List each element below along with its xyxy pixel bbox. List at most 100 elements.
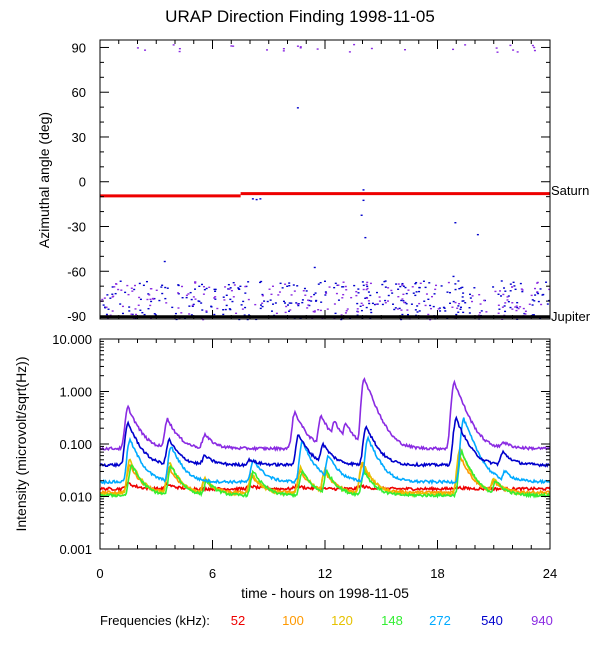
azimuth-point xyxy=(427,313,430,316)
azimuth-point xyxy=(536,282,539,284)
azimuth-point xyxy=(139,298,142,301)
azimuth-point xyxy=(395,283,398,285)
azimuth-point xyxy=(469,293,472,296)
azimuth-point xyxy=(227,283,230,286)
azimuth-point xyxy=(185,296,188,299)
azimuth-point xyxy=(229,287,232,289)
azimuth-point xyxy=(402,300,405,302)
azimuth-point xyxy=(288,310,291,312)
azimuth-point xyxy=(149,288,152,290)
azimuth-point xyxy=(138,282,141,285)
azimuth-point xyxy=(506,296,509,298)
azimuth-point xyxy=(302,290,305,292)
azimuth-point xyxy=(269,299,272,301)
azimuth-point xyxy=(270,293,273,296)
azimuth-point xyxy=(222,309,225,311)
azimuth-point xyxy=(406,313,409,316)
azimuth-point xyxy=(171,306,174,309)
azimuth-point xyxy=(434,288,437,291)
time-xtick-label: 24 xyxy=(543,566,557,581)
azimuth-point xyxy=(303,287,306,290)
azimuth-series xyxy=(100,43,551,321)
azimuth-point xyxy=(340,314,343,316)
azimuth-point xyxy=(362,304,365,306)
azimuth-point xyxy=(229,298,232,301)
azimuth-point xyxy=(365,306,368,309)
azimuth-point xyxy=(222,296,225,298)
azimuth-point xyxy=(225,294,228,296)
azimuth-point xyxy=(355,290,358,293)
azimuth-point xyxy=(346,308,349,310)
azimuth-point xyxy=(177,292,180,294)
azimuth-point xyxy=(503,305,506,307)
azimuth-point xyxy=(101,298,104,301)
azimuth-point xyxy=(284,302,287,304)
azimuth-point xyxy=(509,306,512,309)
azimuth-point xyxy=(263,300,266,302)
azimuth-point xyxy=(399,285,402,288)
azimuth-point xyxy=(324,291,327,293)
azimuth-point xyxy=(191,304,194,307)
azimuth-point xyxy=(401,284,404,286)
azimuth-point xyxy=(458,302,461,305)
azimuth-point xyxy=(130,287,133,289)
azimuth-point xyxy=(494,290,497,293)
azimuth-point xyxy=(500,280,503,282)
azimuth-point xyxy=(400,299,403,302)
azimuth-point xyxy=(274,302,277,304)
azimuth-point xyxy=(387,300,390,302)
azimuth-point xyxy=(232,45,235,47)
azimuth-point xyxy=(524,310,527,312)
azimuth-point xyxy=(373,303,376,306)
azimuth-point xyxy=(391,292,394,294)
azimuth-point xyxy=(177,293,180,295)
azimuth-point xyxy=(348,51,351,53)
azimuth-point xyxy=(231,300,234,303)
azimuth-point xyxy=(313,310,316,312)
azimuth-point xyxy=(464,44,467,46)
legend-item-100: 100 xyxy=(282,613,304,628)
azimuth-point xyxy=(266,300,269,303)
azimuth-point xyxy=(111,286,114,288)
azimuth-point xyxy=(244,306,247,309)
azimuth-point xyxy=(201,283,204,286)
azimuth-point xyxy=(515,309,518,312)
azimuth-point xyxy=(225,304,228,307)
azimuth-point xyxy=(345,289,348,291)
azimuth-point xyxy=(151,297,154,300)
azimuth-point xyxy=(107,308,110,310)
azimuth-point xyxy=(471,300,474,303)
azimuth-point xyxy=(495,47,498,49)
azimuth-point xyxy=(356,302,359,305)
azimuth-point xyxy=(532,314,535,316)
azimuth-point xyxy=(429,304,432,307)
azimuth-point xyxy=(404,49,407,51)
azimuth-point xyxy=(240,304,243,306)
azimuth-ytick-label: -90 xyxy=(67,309,86,324)
azimuth-point xyxy=(435,284,438,287)
azimuth-point xyxy=(418,310,421,312)
chart-title: URAP Direction Finding 1998-11-05 xyxy=(165,7,435,26)
azimuth-point xyxy=(454,301,457,304)
azimuth-point xyxy=(415,291,418,293)
azimuth-point xyxy=(370,47,373,50)
azimuth-point xyxy=(499,290,502,292)
azimuth-point xyxy=(314,292,317,294)
azimuth-point xyxy=(148,294,151,296)
legend-item-540: 540 xyxy=(481,613,503,628)
azimuth-point xyxy=(301,299,304,301)
azimuth-point xyxy=(278,291,281,293)
azimuth-point xyxy=(164,297,167,300)
legend-item-52: 52 xyxy=(231,613,245,628)
azimuth-point xyxy=(147,308,150,310)
azimuth-point xyxy=(232,281,235,284)
azimuth-point xyxy=(190,298,193,301)
azimuth-point xyxy=(313,293,316,296)
azimuth-point xyxy=(344,312,347,314)
azimuth-point xyxy=(222,313,225,316)
azimuth-point xyxy=(531,314,534,316)
azimuth-point xyxy=(203,288,206,291)
azimuth-point xyxy=(416,305,419,307)
azimuth-point xyxy=(513,285,516,287)
azimuth-point xyxy=(485,311,488,313)
